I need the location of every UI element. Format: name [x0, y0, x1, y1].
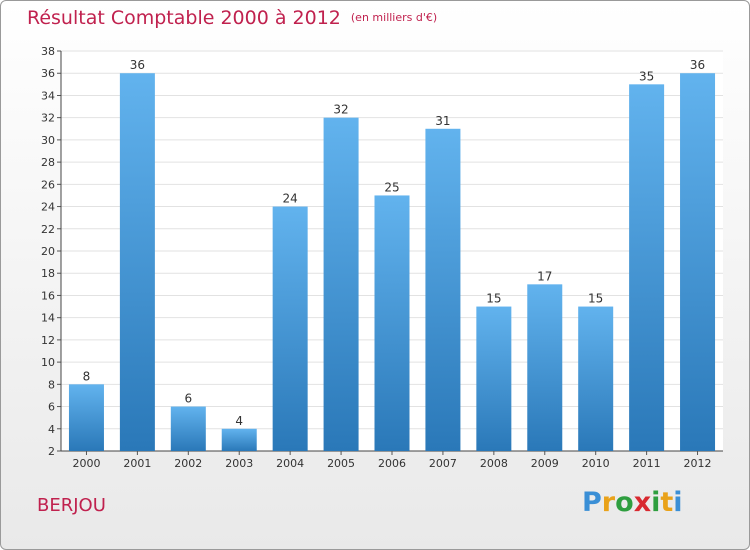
x-tick-label: 2012	[684, 457, 712, 470]
x-tick-label: 2002	[174, 457, 202, 470]
y-tick-label: 36	[41, 67, 55, 80]
y-tick-label: 38	[41, 45, 55, 58]
x-tick-label: 2009	[531, 457, 559, 470]
y-tick-label: 28	[41, 156, 55, 169]
x-tick-label: 2008	[480, 457, 508, 470]
proxiti-logo: Proxiti	[582, 487, 683, 518]
title-text: Résultat Comptable 2000 à 2012	[27, 7, 341, 29]
y-tick-label: 22	[41, 223, 55, 236]
bar	[578, 306, 614, 451]
data-label: 35	[639, 69, 654, 83]
chart-title: Résultat Comptable 2000 à 2012 (en millie…	[27, 7, 437, 29]
place-name: BERJOU	[37, 495, 106, 516]
bar	[374, 195, 410, 451]
logo-letter: i	[673, 487, 683, 518]
bar	[272, 206, 308, 451]
x-tick-label: 2004	[276, 457, 304, 470]
y-tick-label: 6	[48, 401, 55, 414]
bar	[68, 384, 104, 451]
logo-letter: i	[651, 487, 661, 518]
unit-label: (en milliers d'€)	[350, 11, 438, 24]
bar	[221, 428, 257, 451]
logo-letter: P	[582, 487, 602, 518]
bar	[680, 73, 716, 451]
x-tick-label: 2011	[633, 457, 661, 470]
logo-letter: o	[615, 487, 634, 518]
data-label: 32	[333, 103, 348, 117]
bar	[527, 284, 563, 451]
y-tick-label: 2	[48, 445, 55, 458]
logo-letter: x	[633, 487, 652, 518]
data-label: 4	[235, 414, 243, 428]
data-label: 36	[690, 58, 705, 72]
x-tick-label: 2005	[327, 457, 355, 470]
bar	[629, 84, 665, 451]
y-tick-label: 18	[41, 267, 55, 280]
bar	[425, 128, 461, 451]
y-tick-label: 20	[41, 245, 55, 258]
logo-letter: r	[601, 487, 616, 518]
data-label: 15	[588, 292, 603, 306]
x-tick-label: 2007	[429, 457, 457, 470]
y-tick-label: 32	[41, 112, 55, 125]
x-tick-label: 2006	[378, 457, 406, 470]
y-tick-label: 4	[48, 423, 55, 436]
y-tick-label: 26	[41, 178, 55, 191]
y-tick-label: 24	[41, 201, 55, 214]
data-label: 8	[83, 369, 91, 383]
y-tick-label: 16	[41, 289, 55, 302]
x-tick-label: 2010	[582, 457, 610, 470]
data-label: 25	[384, 180, 399, 194]
x-tick-label: 2003	[225, 457, 253, 470]
x-tick-label: 2000	[72, 457, 100, 470]
logo-letter: t	[660, 487, 674, 518]
data-label: 17	[537, 269, 552, 283]
x-tick-label: 2001	[123, 457, 151, 470]
y-tick-label: 14	[41, 312, 55, 325]
bar	[170, 406, 206, 451]
y-tick-label: 10	[41, 356, 55, 369]
bar	[476, 306, 512, 451]
data-label: 36	[130, 58, 145, 72]
data-label: 24	[283, 192, 298, 206]
data-label: 31	[435, 114, 450, 128]
data-label: 6	[184, 392, 192, 406]
bar	[119, 73, 155, 451]
y-tick-label: 12	[41, 334, 55, 347]
bar	[323, 117, 359, 452]
y-tick-label: 30	[41, 134, 55, 147]
data-label: 15	[486, 292, 501, 306]
y-tick-label: 34	[41, 89, 55, 102]
y-tick-label: 8	[48, 378, 55, 391]
